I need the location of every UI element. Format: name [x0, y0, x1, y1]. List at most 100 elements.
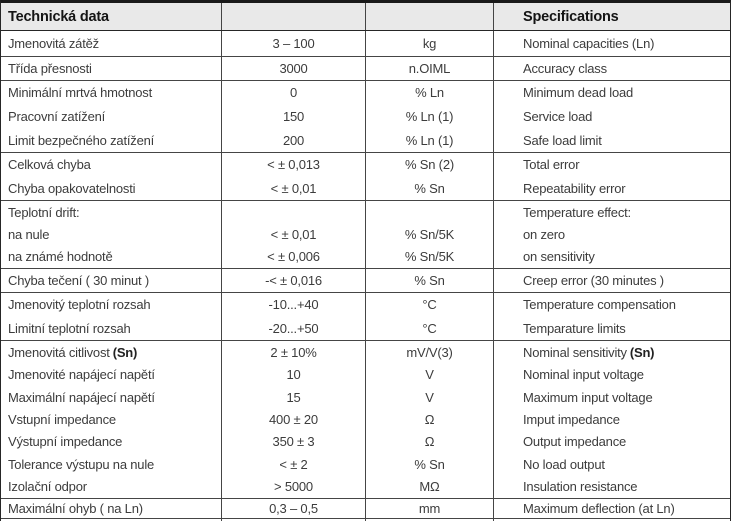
label-en-cell: Service load [494, 105, 730, 129]
label-cs: Pracovní zatížení [8, 109, 106, 124]
value-cell: < ± 0,01 [222, 223, 366, 246]
table-body: Jmenovitá zátěž 3 – 100 kg Nominal capac… [1, 31, 730, 519]
value-cell [222, 201, 366, 224]
unit-cell: mm [366, 499, 494, 518]
label-cs-cell: Izolační odpor [1, 475, 222, 498]
label-en-cell: Accuracy class [494, 57, 730, 80]
stub-cell [222, 519, 366, 521]
unit-cell: % Sn (2) [366, 153, 494, 177]
label-cs-cell: Jmenovitý teplotní rozsah [1, 293, 222, 317]
label-en: Nominal sensitivity [523, 344, 627, 360]
label-cs-cell: na nule [1, 223, 222, 246]
label-en: Maximum input voltage [523, 389, 653, 405]
table-row: Celková chyba < ± 0,013 % Sn (2) Total e… [1, 153, 730, 177]
label-en-cell: Temperature effect: [494, 201, 730, 223]
label-cs-cell: Celková chyba [1, 153, 222, 177]
value-text: < ± 0,013 [267, 157, 320, 173]
label-en: Imput impedance [523, 411, 620, 427]
table-row: Jmenovitý teplotní rozsah -10...+40 °C T… [1, 293, 730, 317]
unit-text: °C [422, 297, 437, 313]
label-cs: Celková chyba [8, 157, 91, 173]
unit-cell: mV/V(3) [366, 341, 494, 364]
value-cell: 200 [222, 128, 366, 153]
label-en: Temperature effect: [523, 204, 631, 220]
value-text: 0,3 – 0,5 [269, 501, 318, 516]
label-en-cell: Insulation resistance [494, 476, 730, 498]
unit-cell: Ω [366, 430, 494, 454]
unit-cell: % Sn/5K [366, 223, 494, 246]
unit-cell: Ω [366, 408, 494, 431]
label-cs: Teplotní drift: [8, 204, 80, 220]
label-cs-cell: Minimální mrtvá hmotnost [1, 81, 222, 105]
label-en-cell: Maximum input voltage [494, 386, 730, 408]
label-cs-cell: Jmenovitá citlivost (Sn) [1, 341, 222, 364]
value-text: > 5000 [274, 479, 313, 495]
table-row: Třída přesnosti 3000 n.OIML Accuracy cla… [1, 57, 730, 80]
label-en: Maximum deflection (at Ln) [523, 501, 675, 516]
label-cs: Jmenovité napájecí napětí [8, 367, 155, 383]
label-en: Temperature compensation [523, 297, 676, 313]
unit-cell: kg [366, 31, 494, 56]
value-cell: < ± 0,01 [222, 176, 366, 200]
value-text: 3 – 100 [272, 36, 315, 51]
unit-text: °C [422, 320, 437, 336]
label-en-cell: Nominal input voltage [494, 363, 730, 385]
table-row: Maximální napájecí napětí 15 V Maximum i… [1, 385, 730, 409]
label-en-cell: Safe load limit [494, 128, 730, 152]
label-cs: Chyba opakovatelnosti [8, 180, 136, 196]
table-title-cs: Technická data [8, 8, 109, 25]
unit-cell: % Ln (1) [366, 104, 494, 129]
label-en-cell: Imput impedance [494, 408, 730, 430]
unit-text: n.OIML [408, 61, 451, 76]
label-cs: Maximální ohyb ( na Ln) [8, 501, 143, 516]
label-cs: Vstupní impedance [8, 411, 116, 427]
label-en: on zero [523, 226, 565, 242]
table-section: Třída přesnosti 3000 n.OIML Accuracy cla… [1, 57, 730, 81]
label-cs-cell: Třída přesnosti [1, 57, 222, 80]
label-cs-cell: Výstupní impedance [1, 430, 222, 454]
label-cs: Jmenovitý teplotní rozsah [8, 297, 151, 313]
unit-text: Ω [424, 434, 435, 450]
label-cs-cell: Vstupní impedance [1, 408, 222, 431]
unit-text: V [425, 367, 434, 383]
unit-text: mm [418, 501, 441, 516]
unit-text: % Sn [414, 273, 445, 288]
unit-cell: °C [366, 316, 494, 340]
unit-cell: V [366, 385, 494, 409]
table-row: na známé hodnotě < ± 0,006 % Sn/5K on se… [1, 245, 730, 268]
table-row: Maximální ohyb ( na Ln) 0,3 – 0,5 mm Max… [1, 499, 730, 518]
label-en-cell: on zero [494, 223, 730, 245]
unit-text: Ω [424, 411, 435, 427]
label-cs-cell: Pracovní zatížení [1, 104, 222, 129]
table-row: Jmenovitá citlivost (Sn) 2 ± 10% mV/V(3) … [1, 341, 730, 364]
unit-cell: % Sn [366, 176, 494, 200]
value-text: < ± 0,006 [267, 249, 320, 265]
stub-cell [366, 519, 494, 521]
unit-text: % Ln (1) [405, 109, 454, 124]
label-cs: Limit bezpečného zatížení [8, 132, 155, 148]
unit-cell: % Sn [366, 269, 494, 292]
label-cs-cell: Chyba tečení ( 30 minut ) [1, 269, 222, 292]
label-en-cell: Temparature limits [494, 317, 730, 341]
label-cs: Chyba tečení ( 30 minut ) [8, 273, 149, 288]
label-en: No load output [523, 456, 605, 472]
label-cs: Jmenovitá citlivost [8, 344, 110, 360]
value-cell: 3000 [222, 57, 366, 80]
value-cell: < ± 0,013 [222, 153, 366, 177]
label-en: Nominal input voltage [523, 367, 644, 383]
unit-cell: °C [366, 293, 494, 317]
label-cs-cell: Limit bezpečného zatížení [1, 128, 222, 153]
label-en: Temparature limits [523, 320, 626, 336]
unit-cell [366, 201, 494, 224]
unit-text: kg [422, 36, 437, 51]
unit-text: % Sn [414, 456, 445, 472]
label-cs: Izolační odpor [8, 479, 87, 495]
value-cell: 150 [222, 104, 366, 129]
header-cell-technicka-data: Technická data [1, 3, 222, 30]
value-text: -20...+50 [268, 320, 319, 336]
value-text: 10 [286, 367, 301, 383]
label-en-cell: Nominal sensitivity (Sn) [494, 341, 730, 363]
table-section: Celková chyba < ± 0,013 % Sn (2) Total e… [1, 153, 730, 201]
label-cs: Minimální mrtvá hmotnost [8, 85, 153, 101]
